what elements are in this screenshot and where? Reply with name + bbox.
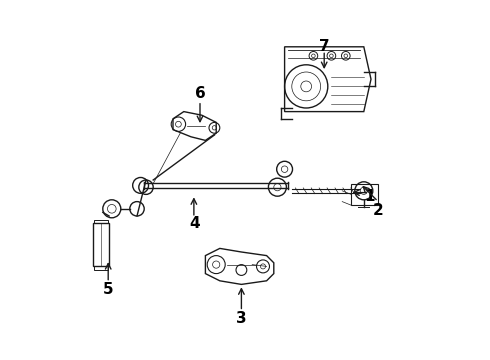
Text: 2: 2 — [373, 203, 384, 218]
Bar — [94, 220, 108, 223]
Text: 5: 5 — [103, 282, 114, 297]
Bar — [93, 223, 109, 266]
Text: 3: 3 — [236, 311, 246, 326]
Bar — [351, 184, 378, 205]
Bar — [94, 266, 108, 270]
Text: 1: 1 — [364, 189, 374, 204]
Text: 7: 7 — [319, 39, 329, 54]
Text: 4: 4 — [189, 216, 200, 231]
Text: 6: 6 — [195, 86, 205, 101]
